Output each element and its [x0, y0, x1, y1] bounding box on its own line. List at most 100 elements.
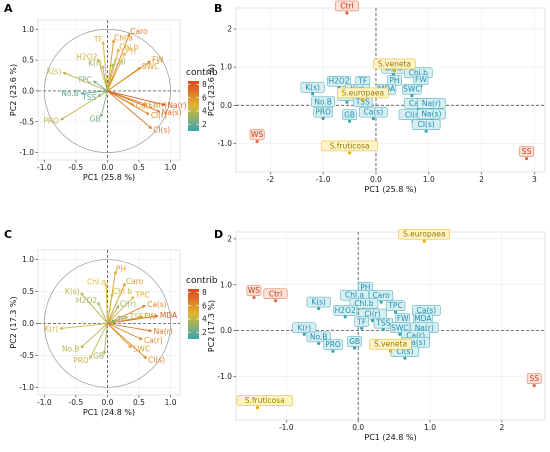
loading-vector: H2O2: [76, 296, 108, 324]
point-label: PH: [360, 283, 370, 292]
vector-line: [107, 90, 160, 113]
legend-tick-label: 6: [202, 301, 207, 310]
y-axis-label: PC2 (23.6 %): [207, 64, 216, 116]
vector-line: [107, 90, 150, 115]
point-label: S.europaea: [403, 230, 446, 239]
variable-point: Cl(s): [411, 119, 441, 133]
point-label-box: [354, 316, 370, 328]
panel-letter: A: [4, 2, 13, 15]
loading-vector: TPC: [77, 75, 108, 92]
point-label: Cl(r): [405, 110, 421, 119]
point-label: Chl.b: [354, 299, 373, 308]
point-label-box: [321, 140, 378, 152]
point-label: H2O2: [328, 77, 349, 86]
species-point: S.europaea: [398, 228, 451, 243]
legend-tick-label: 8: [202, 288, 207, 297]
vector-label: No.B: [62, 345, 80, 354]
point-marker: [371, 117, 375, 121]
x-tick-label: 3: [532, 175, 537, 184]
point-marker: [410, 94, 414, 98]
vector-line: [106, 39, 115, 91]
point-marker: [255, 139, 259, 144]
loading-vector: Chl.a: [106, 33, 133, 91]
vector-line: [93, 80, 108, 92]
vector-label: PH: [126, 46, 136, 55]
vector-line: [107, 52, 126, 92]
loading-vector: TF: [93, 35, 108, 91]
vector-arrowhead: [96, 58, 101, 63]
panel-letter: B: [214, 2, 222, 15]
vector-arrowhead: [89, 355, 93, 359]
point-label: Ca(s): [364, 108, 384, 117]
y-tick-label: 0.0: [22, 87, 34, 96]
loading-vector: Na(s): [107, 90, 182, 117]
point-label: Na(s): [421, 110, 441, 119]
vector-label: Chl.a: [114, 33, 133, 42]
vector-line: [106, 63, 114, 92]
vector-line: [89, 323, 108, 359]
legend-tick-label: 2: [202, 328, 207, 337]
variable-point: PRO: [323, 339, 343, 353]
legend-colorbar: [188, 289, 199, 339]
point-label-box: [411, 119, 441, 130]
point-marker: [392, 69, 397, 73]
point-marker: [345, 11, 349, 15]
vector-line: [80, 292, 108, 324]
point-marker: [424, 129, 428, 133]
legend-title: contrib: [186, 276, 218, 286]
y-tick-label: -1.0: [19, 148, 34, 157]
point-label-box: [333, 305, 358, 316]
point-label: Ctrl: [340, 1, 353, 10]
point-label: TF: [356, 317, 366, 326]
loading-vector: K(r): [44, 323, 108, 333]
vector-line: [101, 65, 108, 92]
vector-arrowhead: [115, 305, 120, 309]
vector-label: Cl(r): [120, 299, 136, 308]
point-label: S.fruticosa: [245, 396, 285, 405]
vector-label: Chl.a: [87, 277, 106, 286]
x-axis-label: PC1 (25.8 %): [83, 173, 135, 182]
vector-line: [80, 90, 108, 94]
vector-label: GB: [90, 114, 101, 123]
point-label-box: [342, 109, 357, 121]
vector-arrowhead: [111, 39, 116, 43]
vector-line: [107, 319, 116, 324]
loading-vector: No.B: [62, 323, 108, 354]
vector-line: [105, 283, 108, 324]
vector-arrowhead: [60, 116, 64, 121]
vector-label: Cl(s): [153, 125, 170, 134]
vector-line: [107, 67, 141, 92]
y-tick-label: 2: [227, 25, 232, 34]
vector-line: [97, 302, 108, 324]
vector-arrowhead: [111, 319, 116, 323]
variable-point: K(s): [300, 82, 325, 96]
vector-label: TF: [116, 315, 126, 324]
point-label: S.veneta: [374, 340, 407, 349]
loading-vector: Chl.a: [87, 277, 109, 324]
legend-tick-label: 4: [202, 315, 207, 324]
variable-point: TSS: [373, 317, 393, 332]
point-label-box: [402, 83, 422, 95]
vector-arrowhead: [122, 282, 126, 287]
point-label-box: [398, 228, 451, 240]
loading-vector: GB: [93, 323, 108, 361]
point-label-box: [337, 87, 389, 99]
point-marker: [388, 349, 393, 353]
variable-point: Cl(r): [358, 308, 387, 323]
point-label-box: [417, 108, 446, 120]
vector-arrowhead: [154, 314, 159, 318]
panel-c: C -1.0 -0.5 0.0 0.5 1.0 -1.0 -0.5 0.0 0.5 1.0 PC1 (…: [4, 228, 218, 417]
point-marker: [252, 295, 256, 300]
x-tick-label: -0.5: [69, 398, 84, 407]
vector-line: [100, 90, 108, 117]
loading-vector: Chl.b: [106, 287, 132, 324]
loading-vector: Na(r): [107, 323, 173, 336]
panel-b: B -2 -1.0 0.0 1.0 2 3 -1.0 0.0 1.0 2 PC1 (25.8 %) PC…: [207, 0, 546, 194]
variable-point: SWC: [390, 322, 410, 336]
legend-tick-label: 2: [202, 120, 207, 129]
point-label: Chl.a: [345, 291, 364, 300]
x-tick-label: 1.0: [424, 423, 436, 432]
point-marker: [360, 326, 364, 330]
x-tick-label: 1.0: [165, 163, 177, 172]
point-marker: [398, 332, 402, 336]
